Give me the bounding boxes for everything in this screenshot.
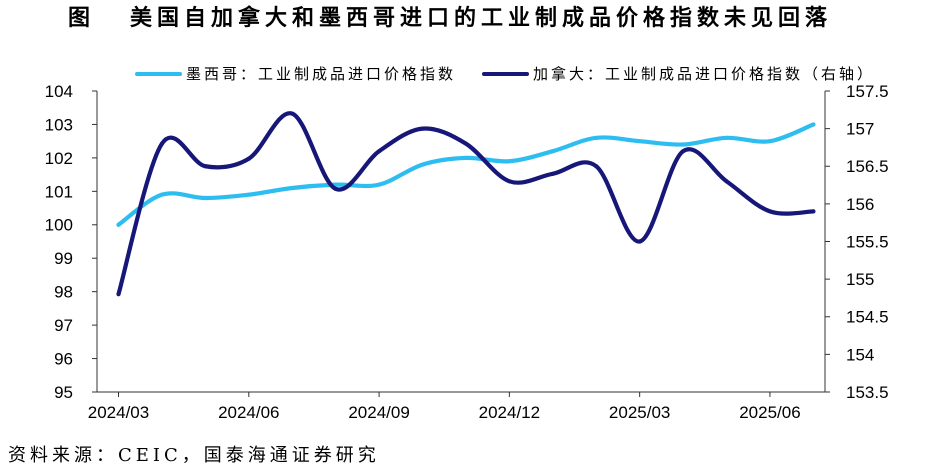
y-left-tick-label: 102 bbox=[45, 149, 73, 168]
y-left-tick-label: 99 bbox=[54, 249, 73, 268]
y-right-tick-label: 155 bbox=[846, 270, 874, 289]
data-point-canada bbox=[246, 156, 251, 161]
chart-title: 美国自加拿大和墨西哥进口的工业制成品价格指数未见回落 bbox=[130, 5, 833, 31]
x-tick-label: 2024/06 bbox=[218, 403, 279, 422]
data-point-canada bbox=[507, 179, 512, 184]
y-left-tick-label: 104 bbox=[45, 82, 73, 101]
data-point-mexico bbox=[463, 155, 468, 160]
data-point-mexico bbox=[681, 142, 686, 147]
data-point-canada bbox=[681, 149, 686, 154]
data-point-mexico bbox=[594, 135, 599, 140]
y-right-tick-label: 155.5 bbox=[846, 232, 889, 251]
legend-swatch-canada bbox=[482, 72, 529, 76]
x-tick-label: 2024/12 bbox=[479, 403, 540, 422]
legend-label-mexico: 墨西哥：工业制成品进口价格指数 bbox=[186, 65, 457, 83]
data-point-canada bbox=[290, 111, 295, 116]
y-left-tick-label: 101 bbox=[45, 182, 73, 201]
y-left-tick-label: 103 bbox=[45, 115, 73, 134]
y-left-tick-label: 95 bbox=[54, 383, 73, 402]
data-point-canada bbox=[594, 164, 599, 169]
data-point-mexico bbox=[637, 139, 642, 144]
y-right-tick-label: 153.5 bbox=[846, 383, 889, 402]
y-left-tick-label: 96 bbox=[54, 350, 73, 369]
series-canada bbox=[116, 111, 816, 297]
data-point-mexico bbox=[507, 159, 512, 164]
y-right-tick-label: 156.5 bbox=[846, 157, 889, 176]
x-tick-label: 2025/06 bbox=[739, 403, 800, 422]
data-point-canada bbox=[550, 171, 555, 176]
y-left-tick-label: 98 bbox=[54, 283, 73, 302]
data-point-canada bbox=[637, 239, 642, 244]
y-right-tick-label: 154.5 bbox=[846, 308, 889, 327]
data-point-mexico bbox=[420, 162, 425, 167]
data-point-mexico bbox=[159, 192, 164, 197]
y-right-tick-label: 157 bbox=[846, 120, 874, 139]
data-point-mexico bbox=[333, 182, 338, 187]
data-point-canada bbox=[116, 292, 121, 297]
x-tick-label: 2024/09 bbox=[348, 403, 409, 422]
legend-swatch-mexico bbox=[135, 72, 182, 76]
data-point-mexico bbox=[290, 185, 295, 190]
data-point-canada bbox=[159, 141, 164, 146]
x-tick-label: 2025/03 bbox=[609, 403, 670, 422]
figure-label: 图 bbox=[68, 5, 91, 31]
data-point-canada bbox=[811, 209, 816, 214]
data-point-canada bbox=[420, 126, 425, 131]
data-point-mexico bbox=[767, 139, 772, 144]
data-point-canada bbox=[333, 186, 338, 191]
data-point-mexico bbox=[724, 135, 729, 140]
x-tick-label: 2024/03 bbox=[88, 403, 149, 422]
y-right-tick-label: 157.5 bbox=[846, 82, 889, 101]
data-point-canada bbox=[463, 141, 468, 146]
data-point-canada bbox=[767, 209, 772, 214]
data-point-canada bbox=[724, 179, 729, 184]
y-left-tick-label: 100 bbox=[45, 216, 73, 235]
series-line-mexico bbox=[116, 122, 816, 227]
data-point-mexico bbox=[246, 192, 251, 197]
y-left-tick-label: 97 bbox=[54, 316, 73, 335]
legend-label-canada: 加拿大：工业制成品进口价格指数（右轴） bbox=[533, 65, 876, 83]
series-mexico bbox=[116, 122, 816, 227]
source-note: 资料来源：CEIC，国泰海通证券研究 bbox=[8, 445, 380, 466]
data-point-mexico bbox=[550, 149, 555, 154]
data-point-mexico bbox=[116, 222, 121, 227]
y-right-tick-label: 154 bbox=[846, 345, 874, 364]
y-right-tick-label: 156 bbox=[846, 195, 874, 214]
data-point-mexico bbox=[203, 196, 208, 201]
data-point-canada bbox=[377, 149, 382, 154]
data-point-mexico bbox=[811, 122, 816, 127]
data-point-mexico bbox=[377, 182, 382, 187]
data-point-canada bbox=[203, 164, 208, 169]
